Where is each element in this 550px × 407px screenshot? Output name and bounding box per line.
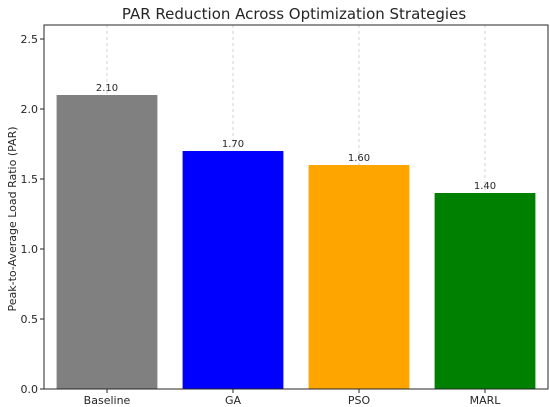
x-tick-label-ga: GA bbox=[225, 394, 242, 407]
gridlines bbox=[106, 25, 486, 389]
bar-ga bbox=[182, 151, 284, 389]
value-label-marl: 1.40 bbox=[474, 181, 496, 192]
y-tick-label: 1.0 bbox=[21, 243, 39, 256]
bar-pso bbox=[308, 165, 410, 389]
bar-baseline bbox=[56, 95, 158, 389]
y-tick-label: 0.5 bbox=[21, 313, 39, 326]
x-tick-label-baseline: Baseline bbox=[84, 394, 131, 407]
data-labels: 2.10 1.70 1.60 1.40 bbox=[96, 83, 496, 192]
x-tick-label-pso: PSO bbox=[348, 394, 371, 407]
y-axis-label: Peak-to-Average Load Ratio (PAR) bbox=[6, 126, 19, 311]
value-label-baseline: 2.10 bbox=[96, 83, 118, 94]
y-tick-label: 1.5 bbox=[21, 173, 39, 186]
chart-title: PAR Reduction Across Optimization Strate… bbox=[122, 5, 466, 23]
x-tick-label-marl: MARL bbox=[470, 394, 502, 407]
y-tick-label: 0.0 bbox=[21, 383, 39, 396]
value-label-ga: 1.70 bbox=[222, 139, 244, 150]
bar-marl bbox=[434, 193, 536, 389]
value-label-pso: 1.60 bbox=[348, 153, 370, 164]
y-tick-label: 2.5 bbox=[21, 33, 39, 46]
bars bbox=[56, 95, 536, 389]
plot-frame bbox=[43, 24, 549, 390]
y-tick-label: 2.0 bbox=[21, 103, 39, 116]
axes: Baseline GA PSO MARL 0.0 0.5 1.0 1.5 2.0 2.5 bbox=[21, 24, 549, 407]
